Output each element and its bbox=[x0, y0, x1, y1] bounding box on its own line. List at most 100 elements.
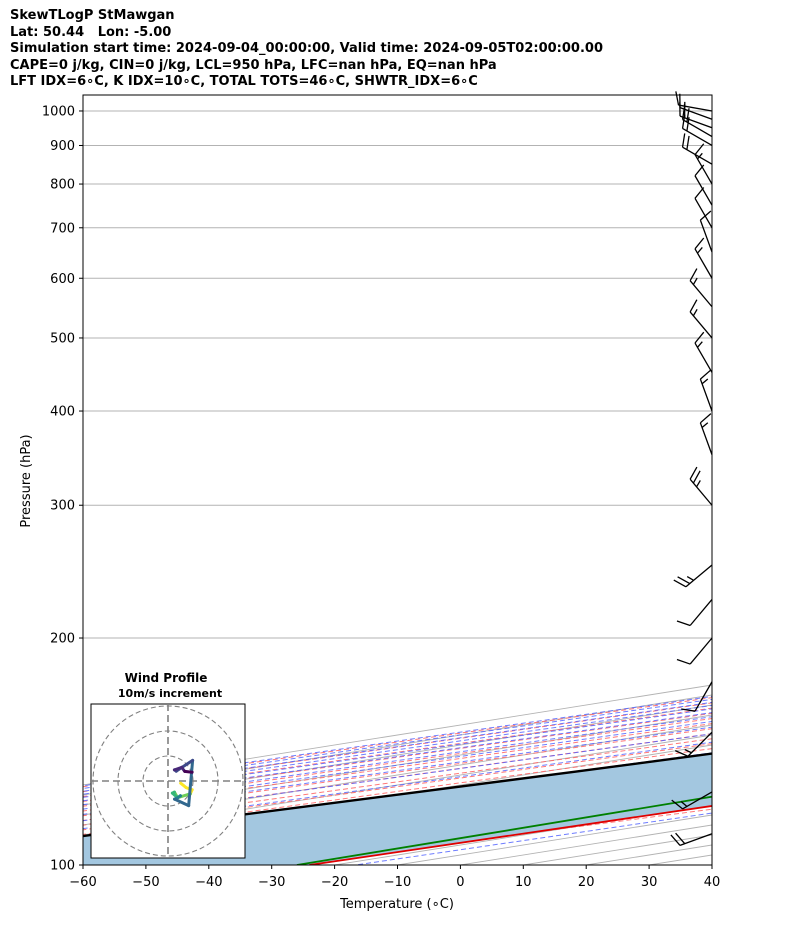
barb-flag bbox=[689, 268, 698, 282]
isotherm bbox=[83, 714, 712, 816]
wind-profile-inset: Wind Profile 10m/s increment bbox=[90, 671, 246, 859]
barb-staff bbox=[689, 280, 713, 308]
wind-barb bbox=[676, 599, 713, 627]
barb-flag bbox=[694, 187, 705, 199]
barb-half-flag bbox=[697, 152, 703, 160]
axes: Pressure (hPa) Temperature (∘C) −60 −50 −4… bbox=[19, 104, 720, 912]
barb-staff bbox=[679, 833, 713, 847]
barb-staff bbox=[682, 127, 713, 147]
barb-half-flag bbox=[697, 247, 703, 254]
chart-header: SkewTLogP StMawgan Lat: 50.44 Lon: -5.00… bbox=[10, 8, 603, 91]
wind-barb bbox=[681, 114, 713, 147]
barb-staff bbox=[679, 107, 713, 120]
barb-staff bbox=[694, 154, 713, 185]
wind-barb bbox=[689, 268, 713, 308]
y-tick-label: 500 bbox=[50, 331, 75, 346]
wind-barb bbox=[681, 105, 713, 138]
x-tick-label: 20 bbox=[578, 875, 595, 890]
barb-half-flag bbox=[701, 378, 709, 385]
barb-flag bbox=[699, 210, 712, 221]
barb-flag bbox=[686, 135, 690, 150]
isotherm bbox=[83, 724, 712, 826]
barb-flag bbox=[694, 331, 705, 344]
barb-flag bbox=[699, 369, 712, 380]
barb-half-flag bbox=[697, 341, 703, 348]
barb-staff bbox=[689, 599, 713, 626]
stability-line: CAPE=0 j/kg, CIN=0 j/kg, LCL=950 hPa, LF… bbox=[10, 57, 497, 73]
barb-flag bbox=[675, 832, 686, 845]
index-line: LFT IDX=6∘C, K IDX=10∘C, TOTAL TOTS=46∘C… bbox=[10, 74, 478, 89]
barb-flag bbox=[694, 164, 705, 177]
wind-barb bbox=[673, 564, 713, 588]
y-tick-label: 100 bbox=[50, 859, 75, 874]
wind-barb bbox=[670, 832, 713, 847]
x-tick-label: 40 bbox=[704, 875, 721, 890]
isotherm bbox=[83, 684, 712, 786]
inset-subtitle: 10m/s increment bbox=[118, 687, 222, 700]
wind-barbs bbox=[670, 91, 713, 847]
wind-barb bbox=[694, 143, 713, 185]
y-tick-label: 300 bbox=[50, 499, 75, 514]
reference-lines bbox=[83, 110, 712, 865]
barb-staff bbox=[694, 681, 713, 712]
isotherm bbox=[711, 864, 712, 865]
y-axis-label: Pressure (hPa) bbox=[19, 434, 34, 527]
x-tick-label: 10 bbox=[515, 875, 532, 890]
y-tick-label: 1000 bbox=[42, 104, 75, 119]
barb-half-flag bbox=[692, 277, 698, 285]
barb-flag bbox=[670, 834, 681, 846]
barb-half-flag bbox=[684, 748, 692, 754]
inset-title: Wind Profile bbox=[125, 671, 208, 685]
barb-staff bbox=[699, 219, 713, 253]
wind-barb bbox=[699, 413, 713, 455]
hodograph-segment bbox=[183, 769, 194, 774]
barb-flag bbox=[676, 658, 691, 665]
y-tick-label: 900 bbox=[50, 139, 75, 154]
barb-flag bbox=[686, 117, 690, 132]
barb-flag bbox=[681, 114, 686, 129]
barb-staff bbox=[687, 731, 713, 757]
wind-barb bbox=[689, 466, 713, 506]
barb-staff bbox=[682, 791, 713, 810]
barb-half-flag bbox=[686, 576, 694, 581]
barb-half-flag bbox=[696, 480, 701, 488]
hodograph-segment bbox=[173, 797, 191, 808]
barb-flag bbox=[699, 413, 712, 424]
barb-flag bbox=[689, 466, 698, 480]
barb-staff bbox=[694, 198, 713, 229]
barb-staff bbox=[699, 422, 713, 455]
wind-barb bbox=[681, 133, 713, 165]
barb-flag bbox=[674, 750, 689, 757]
chart-title: SkewTLogP StMawgan bbox=[10, 8, 175, 23]
wind-barb bbox=[676, 637, 713, 665]
y-tick-label: 800 bbox=[50, 178, 75, 193]
y-tick-label: 600 bbox=[50, 272, 75, 287]
barb-flag bbox=[675, 91, 680, 106]
barb-half-flag bbox=[692, 309, 698, 317]
barb-staff bbox=[699, 378, 713, 412]
hodograph-segment bbox=[187, 758, 195, 808]
barb-flag bbox=[689, 299, 698, 313]
x-tick-label: 30 bbox=[641, 875, 658, 890]
wind-barb bbox=[694, 237, 713, 279]
barb-flag bbox=[694, 143, 705, 156]
y-tick-label: 400 bbox=[50, 405, 75, 420]
barb-staff bbox=[689, 311, 713, 339]
barb-half-flag bbox=[701, 422, 709, 429]
barb-staff bbox=[685, 564, 713, 588]
wind-barb bbox=[674, 731, 713, 757]
wind-barb bbox=[689, 299, 713, 339]
location-line: Lat: 50.44 Lon: -5.00 bbox=[10, 24, 172, 40]
barb-flag bbox=[681, 105, 686, 120]
x-tick-label: −30 bbox=[258, 875, 285, 890]
barb-flag bbox=[676, 620, 691, 627]
barb-staff bbox=[689, 637, 713, 665]
wind-barb bbox=[694, 164, 713, 206]
barb-flag bbox=[681, 133, 686, 148]
barb-flag bbox=[671, 799, 683, 810]
barb-staff bbox=[682, 146, 713, 165]
y-tick-label: 700 bbox=[50, 221, 75, 236]
barb-half-flag bbox=[680, 801, 688, 807]
barb-flag bbox=[677, 576, 691, 585]
